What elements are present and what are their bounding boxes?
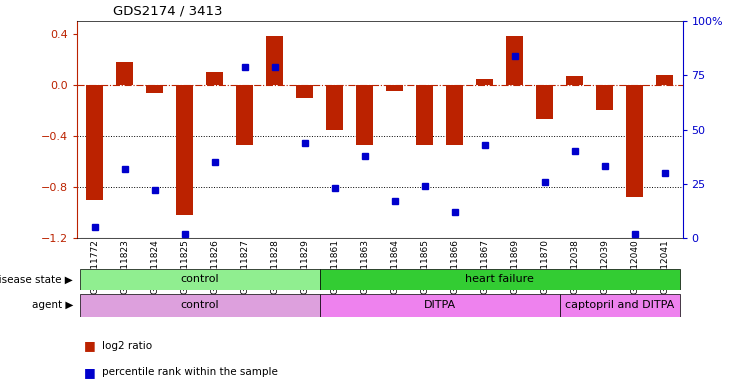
- Bar: [537, 85, 553, 119]
- Bar: [326, 85, 343, 129]
- Bar: [560, 294, 680, 317]
- Bar: [507, 36, 523, 85]
- Bar: [386, 85, 403, 91]
- Bar: [86, 85, 103, 200]
- Bar: [477, 79, 493, 85]
- Text: DITPA: DITPA: [423, 300, 456, 310]
- Text: log2 ratio: log2 ratio: [102, 341, 153, 351]
- Text: GDS2174 / 3413: GDS2174 / 3413: [113, 4, 223, 17]
- Text: percentile rank within the sample: percentile rank within the sample: [102, 367, 278, 377]
- Bar: [416, 85, 433, 145]
- Text: control: control: [180, 274, 219, 285]
- Bar: [266, 36, 283, 85]
- Bar: [177, 85, 193, 215]
- Bar: [320, 269, 680, 290]
- Bar: [116, 62, 133, 85]
- Text: ■: ■: [84, 339, 100, 352]
- Bar: [626, 85, 643, 197]
- Text: agent ▶: agent ▶: [31, 300, 73, 310]
- Bar: [446, 85, 463, 145]
- Bar: [237, 85, 253, 145]
- Bar: [147, 85, 163, 93]
- Text: captopril and DITPA: captopril and DITPA: [565, 300, 675, 310]
- Bar: [296, 85, 313, 98]
- Bar: [656, 75, 673, 85]
- Bar: [80, 294, 320, 317]
- Bar: [356, 85, 373, 145]
- Text: ■: ■: [84, 366, 100, 379]
- Bar: [320, 294, 560, 317]
- Bar: [596, 85, 612, 111]
- Text: heart failure: heart failure: [465, 274, 534, 285]
- Text: control: control: [180, 300, 219, 310]
- Bar: [566, 76, 583, 85]
- Bar: [207, 72, 223, 85]
- Text: disease state ▶: disease state ▶: [0, 274, 73, 285]
- Bar: [80, 269, 320, 290]
